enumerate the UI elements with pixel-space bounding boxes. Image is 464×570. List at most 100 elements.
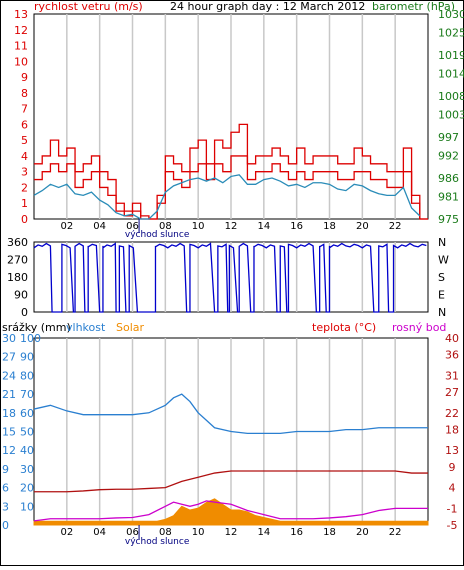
rain-tick-label: 21 <box>2 388 16 401</box>
pressure-axis-title: barometr (hPa) <box>372 0 455 13</box>
rain-tick-label: 18 <box>2 407 16 420</box>
rain-tick-label: 6 <box>2 482 9 495</box>
hour-tick-label: 20 <box>356 221 369 232</box>
temperature-tick-label: 27 <box>445 386 459 399</box>
humidity-tick-label: 60 <box>20 407 34 420</box>
compass-tick-label: W <box>438 254 449 267</box>
sunrise-label: východ slunce <box>125 537 190 547</box>
humidity-tick-label: 20 <box>20 482 34 495</box>
temperature-tick-label: 18 <box>445 423 459 436</box>
temperature-tick-label: -1 <box>447 502 458 515</box>
wind-axis-title: rychlost vetru (m/s) <box>34 0 143 13</box>
hour-tick-label: 20 <box>356 527 369 538</box>
temperature-tick-label: 36 <box>445 349 459 362</box>
wind-tick-label: 11 <box>14 40 28 53</box>
hour-tick-label: 02 <box>60 221 73 232</box>
pressure-tick-label: 1008 <box>438 90 464 103</box>
hour-tick-label: 08 <box>159 221 172 232</box>
wind-tick-label: 3 <box>21 166 28 179</box>
direction-tick-label: 360 <box>7 236 28 249</box>
hour-tick-label: 10 <box>192 527 205 538</box>
compass-tick-label: S <box>438 271 445 284</box>
wind-tick-label: 0 <box>21 213 28 226</box>
hour-tick-label: 04 <box>93 221 106 232</box>
direction-tick-label: 90 <box>14 289 28 302</box>
wind-pressure-panel: 0123456789101112139759819869929971003100… <box>14 8 464 240</box>
pressure-tick-label: 997 <box>438 131 459 144</box>
wind-series-line <box>34 155 428 220</box>
pressure-tick-label: 1014 <box>438 68 464 81</box>
pressure-tick-label: 975 <box>438 213 459 226</box>
wind-tick-label: 5 <box>21 134 28 147</box>
pressure-tick-label: 992 <box>438 150 459 163</box>
pressure-tick-label: 1003 <box>438 109 464 122</box>
hour-tick-label: 06 <box>126 527 139 538</box>
rain-tick-label: 12 <box>2 444 16 457</box>
wind-tick-label: 4 <box>21 150 28 163</box>
hour-tick-label: 14 <box>257 527 270 538</box>
dewpoint-axis-title: rosný bod <box>392 321 446 334</box>
wind-tick-label: 13 <box>14 8 28 21</box>
wind-tick-label: 7 <box>21 103 28 116</box>
wind-tick-label: 9 <box>21 71 28 84</box>
sunrise-label: východ slunce <box>125 230 190 240</box>
temperature-series-line <box>34 470 428 493</box>
hour-tick-label: 18 <box>323 221 336 232</box>
humidity-tick-label: 50 <box>20 426 34 439</box>
hour-tick-label: 12 <box>225 527 238 538</box>
pressure-tick-label: 1025 <box>438 27 464 40</box>
wind-tick-label: 12 <box>14 24 28 37</box>
direction-series-line <box>33 242 427 313</box>
pressure-tick-label: 1030 <box>438 8 464 21</box>
hour-tick-label: 22 <box>389 221 402 232</box>
chart-title: 24 hour graph day : 12 March 2012 <box>170 0 365 13</box>
rain-tick-label: 24 <box>2 369 16 382</box>
humidity-series-line <box>33 393 428 435</box>
hour-tick-label: 02 <box>60 527 73 538</box>
rain-tick-label: 0 <box>2 519 9 532</box>
gust-series-line <box>34 123 428 220</box>
pressure-tick-label: 1019 <box>438 49 464 62</box>
rain-tick-label: 9 <box>2 463 9 476</box>
wind-tick-label: 2 <box>21 181 28 194</box>
humidity-tick-label: 90 <box>20 351 34 364</box>
compass-tick-label: N <box>438 306 446 319</box>
temperature-tick-label: 13 <box>445 444 459 457</box>
hour-tick-label: 14 <box>257 221 270 232</box>
temperature-tick-label: 31 <box>445 369 459 382</box>
direction-tick-label: 180 <box>7 271 28 284</box>
pressure-tick-label: 981 <box>438 191 459 204</box>
temperature-tick-label: 4 <box>449 482 456 495</box>
compass-tick-label: E <box>438 289 445 302</box>
rain-axis-title: srážky (mm) <box>2 321 71 334</box>
temperature-tick-label: 9 <box>449 461 456 474</box>
humidity-tick-label: 80 <box>20 369 34 382</box>
rain-tick-label: 27 <box>2 351 16 364</box>
wind-average-series-line <box>33 174 421 220</box>
humidity-tick-label: 10 <box>20 500 34 513</box>
wind-tick-label: 1 <box>21 197 28 210</box>
hour-tick-label: 18 <box>323 527 336 538</box>
pressure-tick-label: 986 <box>438 172 459 185</box>
hour-tick-label: 08 <box>159 527 172 538</box>
dewpoint-series-line <box>33 500 428 522</box>
rain-tick-label: 3 <box>2 500 9 513</box>
humidity-tick-label: 100 <box>20 332 41 345</box>
rain-tick-label: 30 <box>2 332 16 345</box>
wind-tick-label: 10 <box>14 55 28 68</box>
rain-tick-label: 15 <box>2 426 16 439</box>
temperature-axis-title: teplota (°C) <box>312 321 376 334</box>
hour-tick-label: 12 <box>225 221 238 232</box>
compass-tick-label: N <box>438 236 446 249</box>
humidity-temperature-panel: 036912151821242730102030405060708090100-… <box>2 332 459 547</box>
humidity-tick-label: 70 <box>20 388 34 401</box>
temperature-tick-label: 40 <box>445 332 459 345</box>
hour-tick-label: 22 <box>389 527 402 538</box>
hour-tick-label: 16 <box>290 221 303 232</box>
solar-axis-title: Solar <box>116 321 145 334</box>
humidity-tick-label: 40 <box>20 444 34 457</box>
hour-tick-label: 06 <box>126 221 139 232</box>
